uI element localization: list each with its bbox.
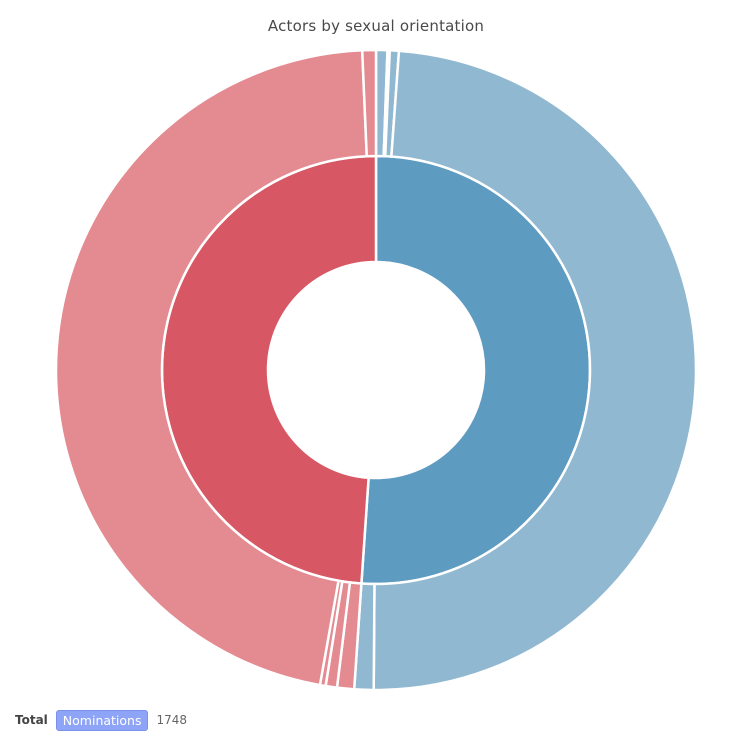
nominations-button[interactable]: Nominations bbox=[55, 709, 149, 731]
chart-title: Actors by sexual orientation bbox=[267, 17, 485, 35]
total-value: 1748 bbox=[156, 713, 188, 727]
footer: Total Nominations 1748 bbox=[15, 709, 187, 731]
total-label: Total bbox=[15, 713, 48, 727]
outer-slice-9[interactable] bbox=[54, 49, 369, 687]
outer-ring bbox=[54, 48, 698, 692]
outer-slice-10[interactable] bbox=[360, 48, 378, 158]
inner-ring bbox=[160, 154, 592, 586]
outer-slice-4[interactable] bbox=[372, 49, 698, 692]
